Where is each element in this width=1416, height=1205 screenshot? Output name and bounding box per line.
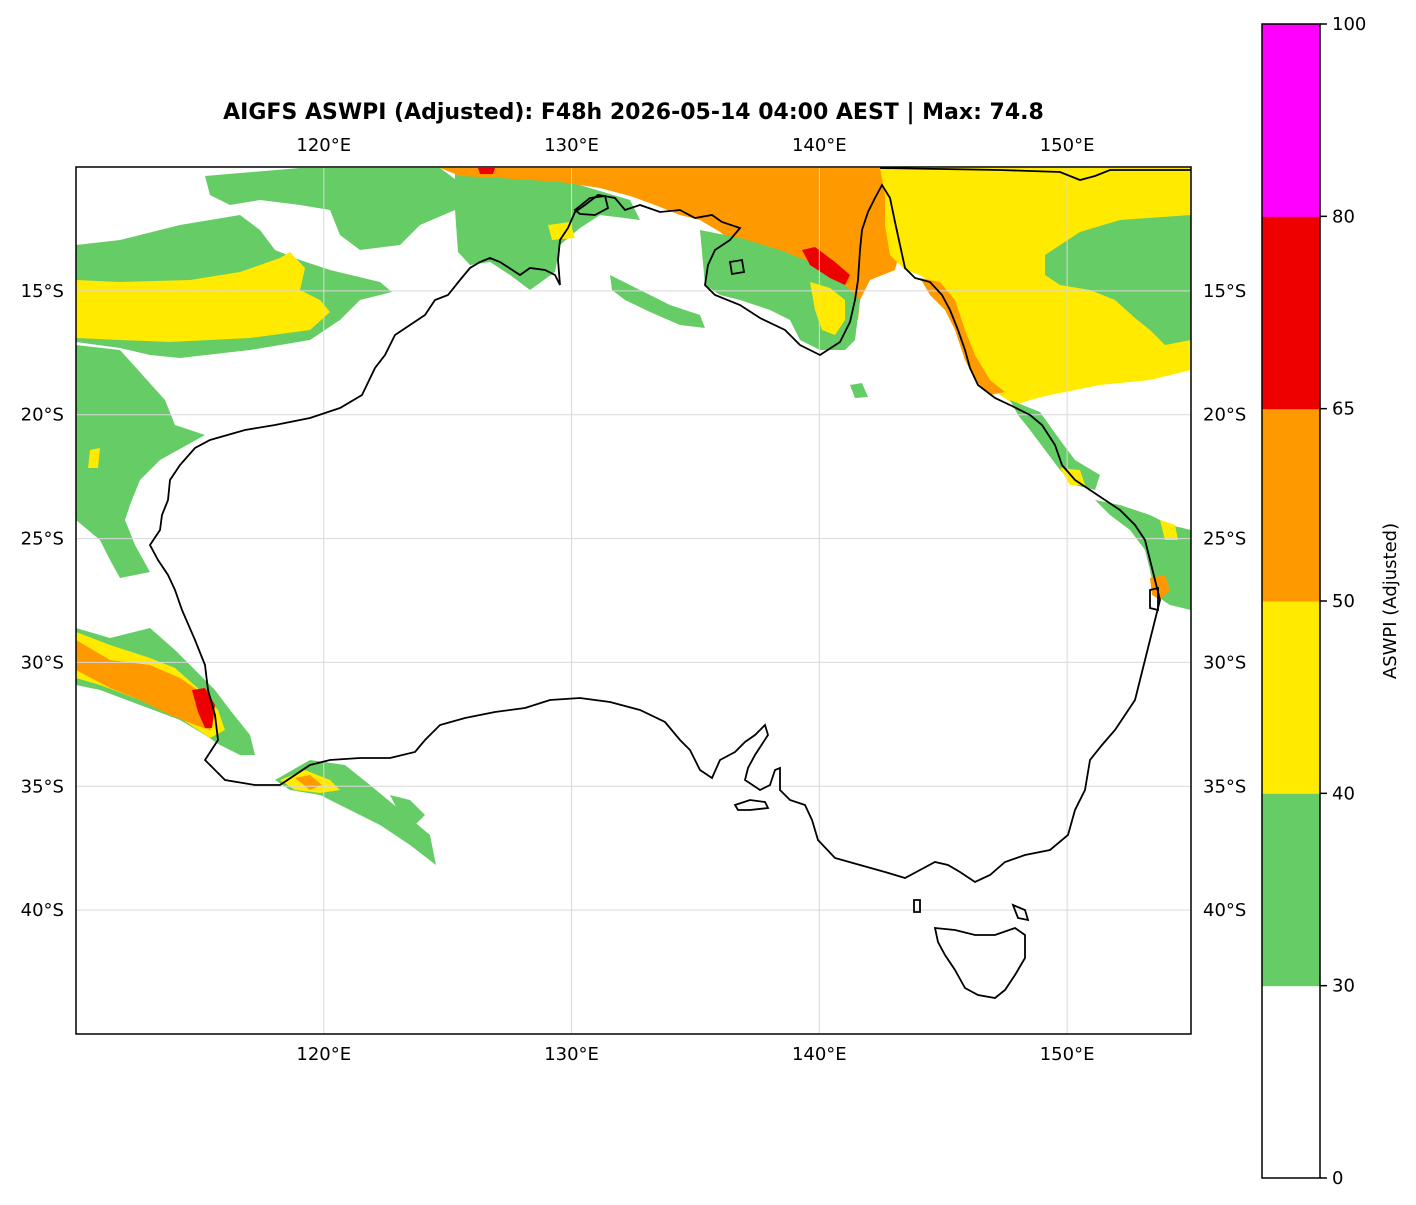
- lon-tick-label-bottom: 150°E: [1040, 1044, 1095, 1065]
- field-yellow: [76, 252, 330, 342]
- coastline-kangaroo-island: [733, 799, 770, 811]
- coastline-groote-eylandt: [728, 258, 746, 276]
- colorbar-tick-label: 40: [1332, 783, 1355, 804]
- colorbar-segment: [1262, 408, 1320, 602]
- lat-tick-label-left: 30°S: [21, 652, 64, 673]
- lat-tick-label-left: 35°S: [21, 776, 64, 797]
- colorbar-segment: [1262, 601, 1320, 794]
- lon-tick-label-bottom: 130°E: [544, 1044, 599, 1065]
- field-yellow: [88, 448, 100, 468]
- lat-tick-label-left: 40°S: [21, 900, 64, 921]
- lat-tick-label-left: 15°S: [21, 281, 64, 302]
- field-green: [205, 168, 470, 250]
- coastline-png: [879, 167, 1191, 181]
- colorbar-tick-label: 100: [1332, 14, 1366, 35]
- lon-tick-label-top: 150°E: [1040, 135, 1095, 156]
- colorbar-tick-label: 80: [1332, 206, 1355, 227]
- lat-tick-label-right: 40°S: [1203, 900, 1246, 921]
- coastline-king-island: [913, 899, 921, 913]
- colorbar-label: ASWPI (Adjusted): [1380, 523, 1401, 679]
- colorbar-tick-label: 50: [1332, 591, 1355, 612]
- coastline-fraser-island: [1149, 586, 1159, 612]
- map-title: AIGFS ASWPI (Adjusted): F48h 2026-05-14 …: [223, 100, 1044, 125]
- lat-tick-label-right: 35°S: [1203, 776, 1246, 797]
- coastline: [148, 167, 1191, 999]
- field-red: [192, 688, 215, 728]
- colorbar-tick-label: 30: [1332, 976, 1355, 997]
- colorbar-tick-label: 65: [1332, 399, 1355, 420]
- field-green: [610, 275, 705, 328]
- field-green: [1045, 215, 1191, 345]
- colorbar-segment: [1262, 216, 1320, 410]
- coastline-tiwi-islands: [573, 195, 610, 216]
- field-orange: [440, 168, 905, 320]
- lon-tick-label-bottom: 140°E: [792, 1044, 847, 1065]
- map-frame: [75, 166, 1192, 1035]
- colorbar: 0 30 40 50 65 80 100 ASWPI (Adjusted): [1261, 14, 1401, 1189]
- lat-tick-label-right: 25°S: [1203, 529, 1246, 550]
- colorbar-segment: [1262, 793, 1320, 987]
- field-yellow: [810, 282, 845, 335]
- lat-tick-label-right: 20°S: [1203, 405, 1246, 426]
- map-plot-area: [76, 167, 1191, 1034]
- coastline-australia: [148, 183, 1161, 884]
- lat-tick-label-right: 15°S: [1203, 281, 1246, 302]
- coastline-tasmania: [933, 926, 1026, 999]
- lon-tick-label-top: 120°E: [296, 135, 351, 156]
- field-red: [802, 247, 850, 285]
- map-gridlines: [76, 167, 1191, 1034]
- lat-tick-label-left: 25°S: [21, 529, 64, 550]
- lon-tick-label-top: 130°E: [544, 135, 599, 156]
- coastline-flinders-island: [1011, 903, 1030, 922]
- lat-tick-label-right: 30°S: [1203, 652, 1246, 673]
- field-green: [76, 345, 205, 578]
- field-red: [478, 168, 495, 174]
- colorbar-segment: [1262, 24, 1320, 217]
- field-green: [850, 383, 868, 398]
- colorbar-segment: [1262, 985, 1320, 1179]
- field-yellow: [1160, 520, 1178, 540]
- axis-ticks: 120°E 120°E 130°E 130°E 140°E 140°E 150°E 150°E…: [21, 135, 1247, 1065]
- field-green: [390, 795, 425, 825]
- lat-tick-label-left: 20°S: [21, 405, 64, 426]
- colorbar-tick-label: 0: [1332, 1168, 1343, 1189]
- field-orange: [920, 278, 1005, 395]
- lon-tick-label-top: 140°E: [792, 135, 847, 156]
- lon-tick-label-bottom: 120°E: [296, 1044, 351, 1065]
